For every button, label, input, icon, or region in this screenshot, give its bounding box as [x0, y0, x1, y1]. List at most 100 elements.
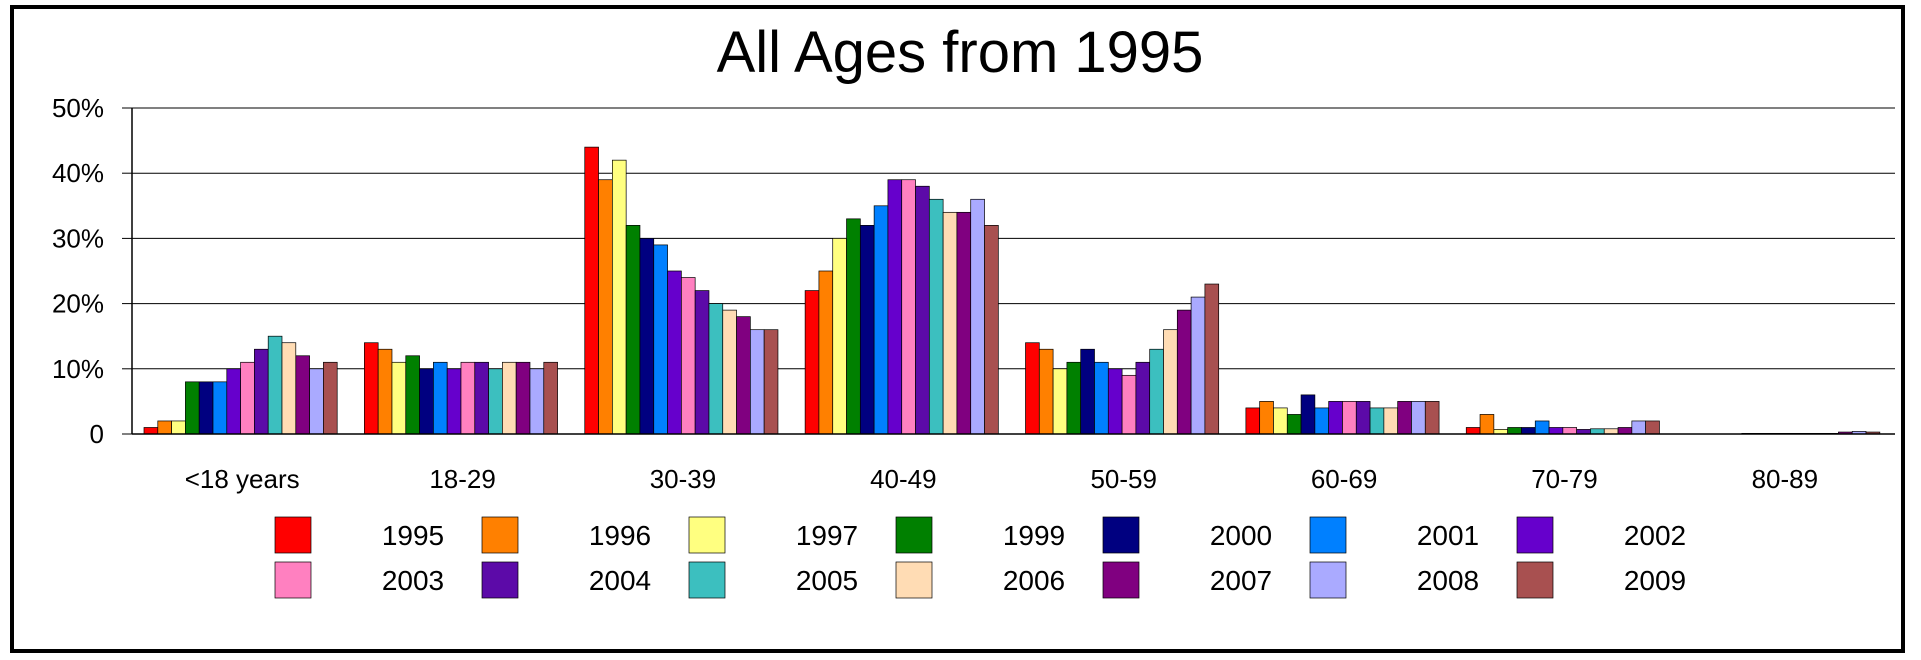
bar — [377, 348, 393, 435]
bar — [625, 225, 641, 435]
bar — [474, 361, 489, 435]
bar — [1521, 427, 1536, 435]
bar — [1245, 407, 1261, 435]
bar — [323, 361, 338, 435]
bar — [1603, 428, 1619, 435]
bar — [1273, 407, 1288, 435]
bar — [611, 159, 627, 435]
bar — [763, 329, 779, 435]
legend-swatch — [1516, 561, 1554, 599]
bar — [1135, 361, 1151, 435]
bar — [1617, 427, 1633, 435]
bar — [736, 316, 751, 435]
bar — [419, 368, 434, 435]
bar — [1176, 309, 1192, 435]
bar — [928, 198, 944, 435]
x-tick-label: <18 years — [185, 464, 300, 494]
legend-label: 2009 — [1624, 565, 1686, 596]
bar — [171, 420, 186, 435]
legend-label: 2001 — [1417, 520, 1479, 551]
legend-label: 2006 — [1003, 565, 1065, 596]
bar — [1328, 401, 1343, 435]
bar — [254, 348, 269, 435]
bar — [832, 238, 847, 435]
y-tick-label: 0 — [90, 419, 104, 449]
bar — [1479, 414, 1495, 435]
x-tick-label: 50-59 — [1090, 464, 1157, 494]
bar — [653, 244, 668, 435]
bar — [1465, 427, 1481, 435]
bar — [1645, 420, 1660, 435]
bar — [984, 225, 999, 435]
legend-label: 2003 — [382, 565, 444, 596]
bar — [598, 179, 613, 435]
bar — [1314, 407, 1330, 435]
bar — [1163, 329, 1178, 435]
bar — [1369, 407, 1385, 435]
legend-swatch — [481, 561, 519, 599]
bar — [859, 225, 875, 435]
chart-title: All Ages from 1995 — [717, 20, 1204, 85]
bar — [1397, 401, 1412, 435]
y-tick-label: 20% — [52, 289, 104, 319]
bar — [488, 368, 503, 435]
bar — [584, 146, 599, 435]
bar — [1259, 401, 1274, 435]
legend-label: 1995 — [382, 520, 444, 551]
bar — [1342, 401, 1357, 435]
bar — [1107, 368, 1123, 435]
x-tick-label: 80-89 — [1752, 464, 1819, 494]
bar — [639, 238, 655, 435]
legend-swatch — [688, 561, 726, 599]
bar — [1204, 283, 1220, 435]
legend-swatch — [1309, 561, 1347, 599]
x-axis-labels: <18 years 18-29 30-39 40-49 50-59 60-69 70-79 8… — [185, 464, 1818, 494]
x-tick-label: 30-39 — [650, 464, 717, 494]
x-tick-label: 60-69 — [1311, 464, 1378, 494]
bar — [295, 355, 310, 435]
bar — [1025, 342, 1040, 435]
legend-label: 2004 — [589, 565, 651, 596]
bar — [185, 381, 200, 435]
bar — [1052, 368, 1068, 435]
bar — [873, 205, 889, 435]
axes — [131, 108, 1895, 435]
legend-swatch — [1102, 516, 1140, 554]
legend-label: 1996 — [589, 520, 651, 551]
bar — [1562, 427, 1577, 435]
legend-swatch — [1309, 516, 1347, 554]
bar — [722, 309, 737, 435]
bar — [405, 355, 420, 435]
bar — [281, 342, 297, 435]
y-tick-label: 30% — [52, 223, 104, 253]
legend-label: 2005 — [796, 565, 858, 596]
bars — [143, 146, 1881, 435]
bar — [1080, 348, 1095, 435]
legend-swatch — [481, 516, 519, 554]
legend-swatch — [895, 516, 933, 554]
bar — [680, 277, 696, 435]
x-tick-label: 40-49 — [870, 464, 937, 494]
bar — [198, 381, 214, 435]
bar — [543, 361, 558, 435]
bar — [1300, 394, 1316, 435]
legend: 1995 1996 1997 1999 2000 2001 2002 2003 2004 2005… — [274, 516, 1686, 599]
bar — [956, 211, 972, 435]
bar — [1094, 361, 1109, 435]
y-axis-ticks: 0 10% 20% 30% 40% 50% — [52, 93, 104, 449]
bar — [143, 427, 159, 435]
legend-label: 1999 — [1003, 520, 1065, 551]
x-tick-label: 70-79 — [1531, 464, 1598, 494]
bar — [1038, 348, 1054, 435]
legend-swatch — [688, 516, 726, 554]
bar — [1355, 401, 1371, 435]
bar — [942, 211, 958, 435]
bar — [901, 179, 916, 435]
bar — [818, 270, 834, 435]
bar — [708, 303, 724, 435]
bar — [226, 368, 241, 435]
bar — [240, 361, 255, 435]
bar — [1631, 420, 1646, 435]
bar — [1548, 427, 1564, 435]
bar — [1121, 374, 1137, 435]
